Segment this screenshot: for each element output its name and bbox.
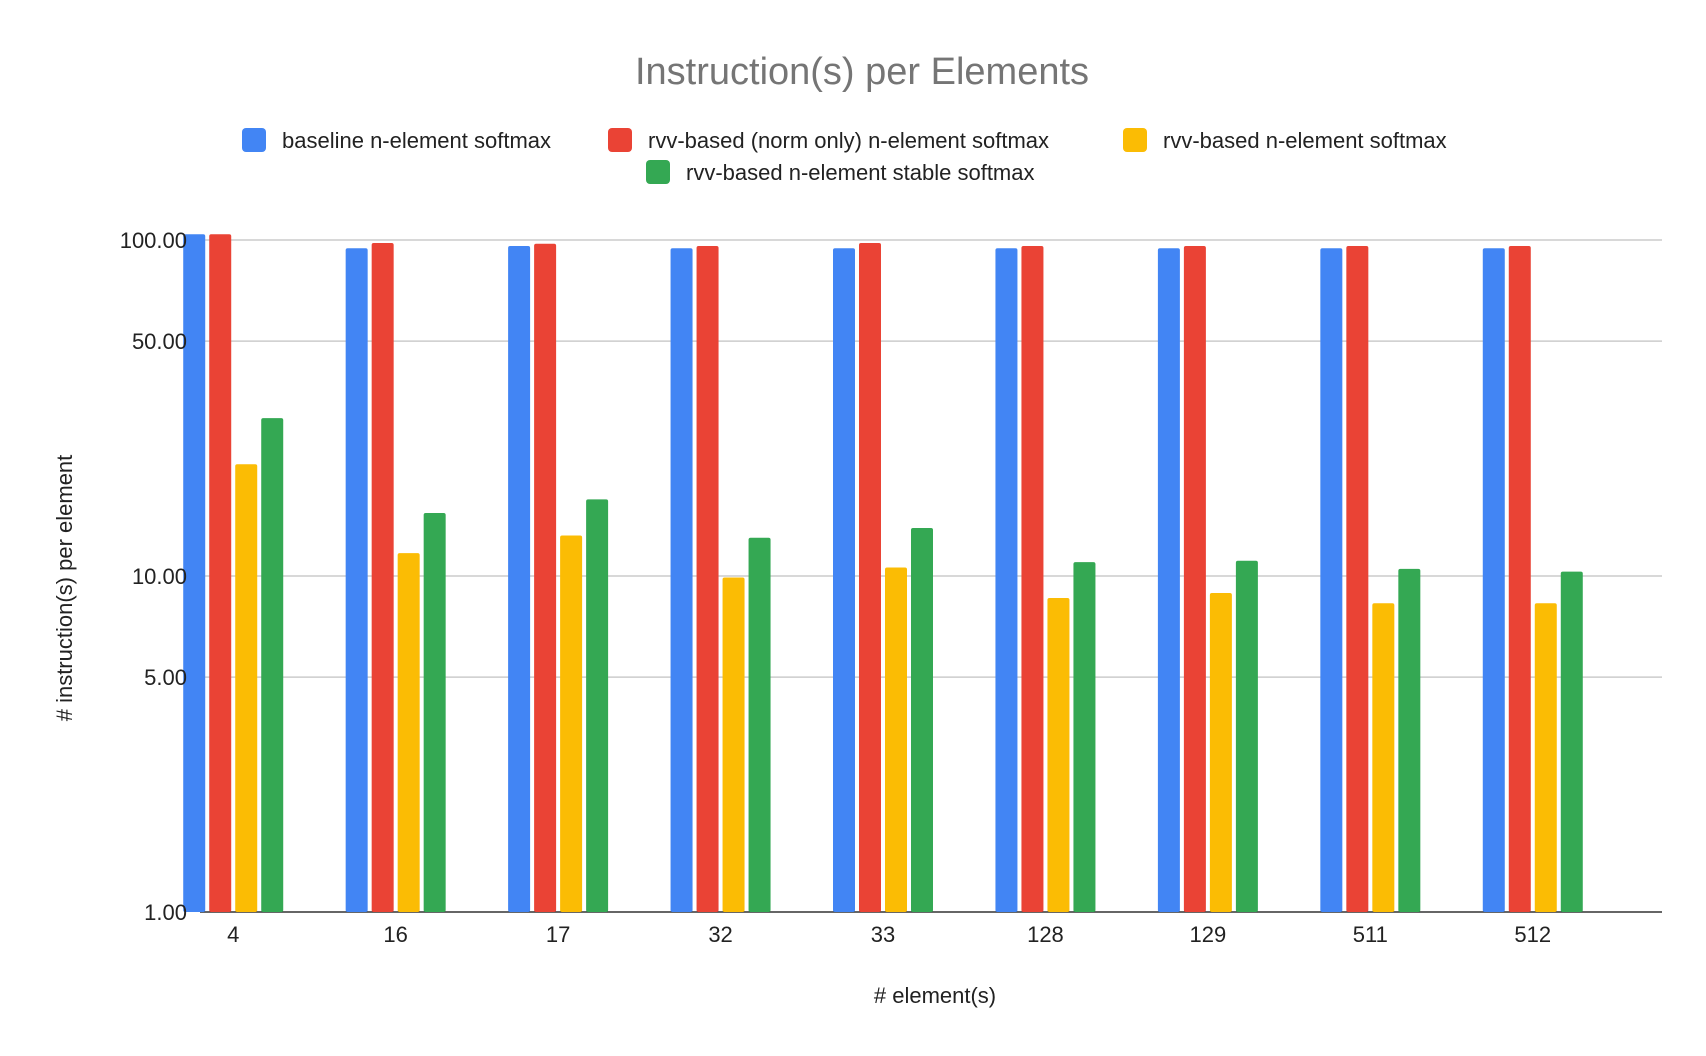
legend-item: baseline n-element softmax: [242, 128, 551, 153]
bar-129-series-3: [1209, 593, 1232, 912]
legend-swatch: [242, 128, 266, 152]
chart-title: Instruction(s) per Elements: [635, 51, 1089, 93]
x-tick-label: 511: [1353, 922, 1388, 947]
bar-129-series-2: [1183, 245, 1206, 913]
bar-128-series-2: [1021, 245, 1044, 913]
x-tick-label: 16: [383, 922, 407, 947]
x-tick-label: 128: [1027, 922, 1064, 947]
legend-swatch: [1123, 128, 1147, 152]
y-tick-label: 50.00: [132, 329, 187, 354]
legend-label: rvv-based (norm only) n-element softmax: [648, 128, 1049, 153]
bar-129-series-4: [1235, 560, 1258, 912]
bar-16-series-3: [397, 553, 420, 912]
bar-32-series-2: [696, 245, 719, 913]
bar-33-series-2: [859, 242, 881, 912]
bar-17-series-4: [586, 499, 609, 912]
bar-33-series-1: [833, 248, 855, 913]
bar-16-series-4: [423, 512, 446, 912]
bar-512-series-1: [1482, 248, 1505, 913]
bar-33-series-3: [885, 567, 907, 912]
bar-4-series-1: [183, 234, 206, 912]
legend-item: rvv-based n-element stable softmax: [646, 160, 1035, 185]
bar-16-series-1: [345, 248, 368, 913]
bar-129-series-1: [1157, 248, 1180, 913]
bar-512-series-4: [1560, 571, 1583, 912]
legend-swatch: [608, 128, 632, 152]
y-tick-labels: 1.00 5.00 10.00 50.00 100.00: [120, 228, 187, 925]
legend: baseline n-element softmax rvv-based (nor…: [242, 128, 1447, 185]
bars: [183, 234, 1583, 913]
bar-4-series-2: [209, 234, 232, 912]
bar-32-series-1: [670, 248, 693, 913]
x-tick-label: 17: [546, 922, 570, 947]
bar-511-series-3: [1372, 603, 1395, 912]
bar-17-series-2: [534, 243, 557, 912]
bar-17-series-3: [560, 535, 583, 912]
x-axis-title: # element(s): [874, 983, 996, 1008]
x-tick-label: 129: [1190, 922, 1227, 947]
bar-511-series-4: [1398, 568, 1421, 912]
bar-4-series-4: [261, 418, 284, 912]
x-tick-label: 4: [227, 922, 239, 947]
legend-swatch: [646, 160, 670, 184]
legend-item: rvv-based (norm only) n-element softmax: [608, 128, 1049, 153]
x-tick-labels: 4 16 17 32 33 128 129 511 512: [227, 922, 1551, 947]
y-tick-label: 10.00: [132, 564, 187, 589]
bar-17-series-1: [508, 245, 531, 913]
bar-33-series-4: [911, 527, 933, 912]
y-axis-title: # instruction(s) per element: [52, 455, 77, 722]
legend-label: baseline n-element softmax: [282, 128, 551, 153]
bar-4-series-3: [235, 464, 258, 912]
bar-128-series-3: [1047, 598, 1070, 912]
bar-16-series-2: [371, 242, 394, 912]
bar-128-series-4: [1073, 562, 1096, 912]
legend-label: rvv-based n-element stable softmax: [686, 160, 1035, 185]
bar-32-series-3: [722, 577, 745, 912]
x-tick-label: 512: [1514, 922, 1551, 947]
x-tick-label: 33: [871, 922, 895, 947]
y-tick-label: 1.00: [144, 900, 187, 925]
y-tick-label: 5.00: [144, 665, 187, 690]
y-tick-label: 100.00: [120, 228, 187, 253]
bar-512-series-2: [1508, 245, 1531, 913]
legend-label: rvv-based n-element softmax: [1163, 128, 1447, 153]
bar-32-series-4: [748, 537, 771, 912]
x-tick-label: 32: [708, 922, 732, 947]
bar-512-series-3: [1534, 603, 1557, 912]
legend-item: rvv-based n-element softmax: [1123, 128, 1447, 153]
bar-511-series-2: [1346, 245, 1369, 913]
bar-128-series-1: [995, 248, 1018, 913]
bar-511-series-1: [1320, 248, 1343, 913]
